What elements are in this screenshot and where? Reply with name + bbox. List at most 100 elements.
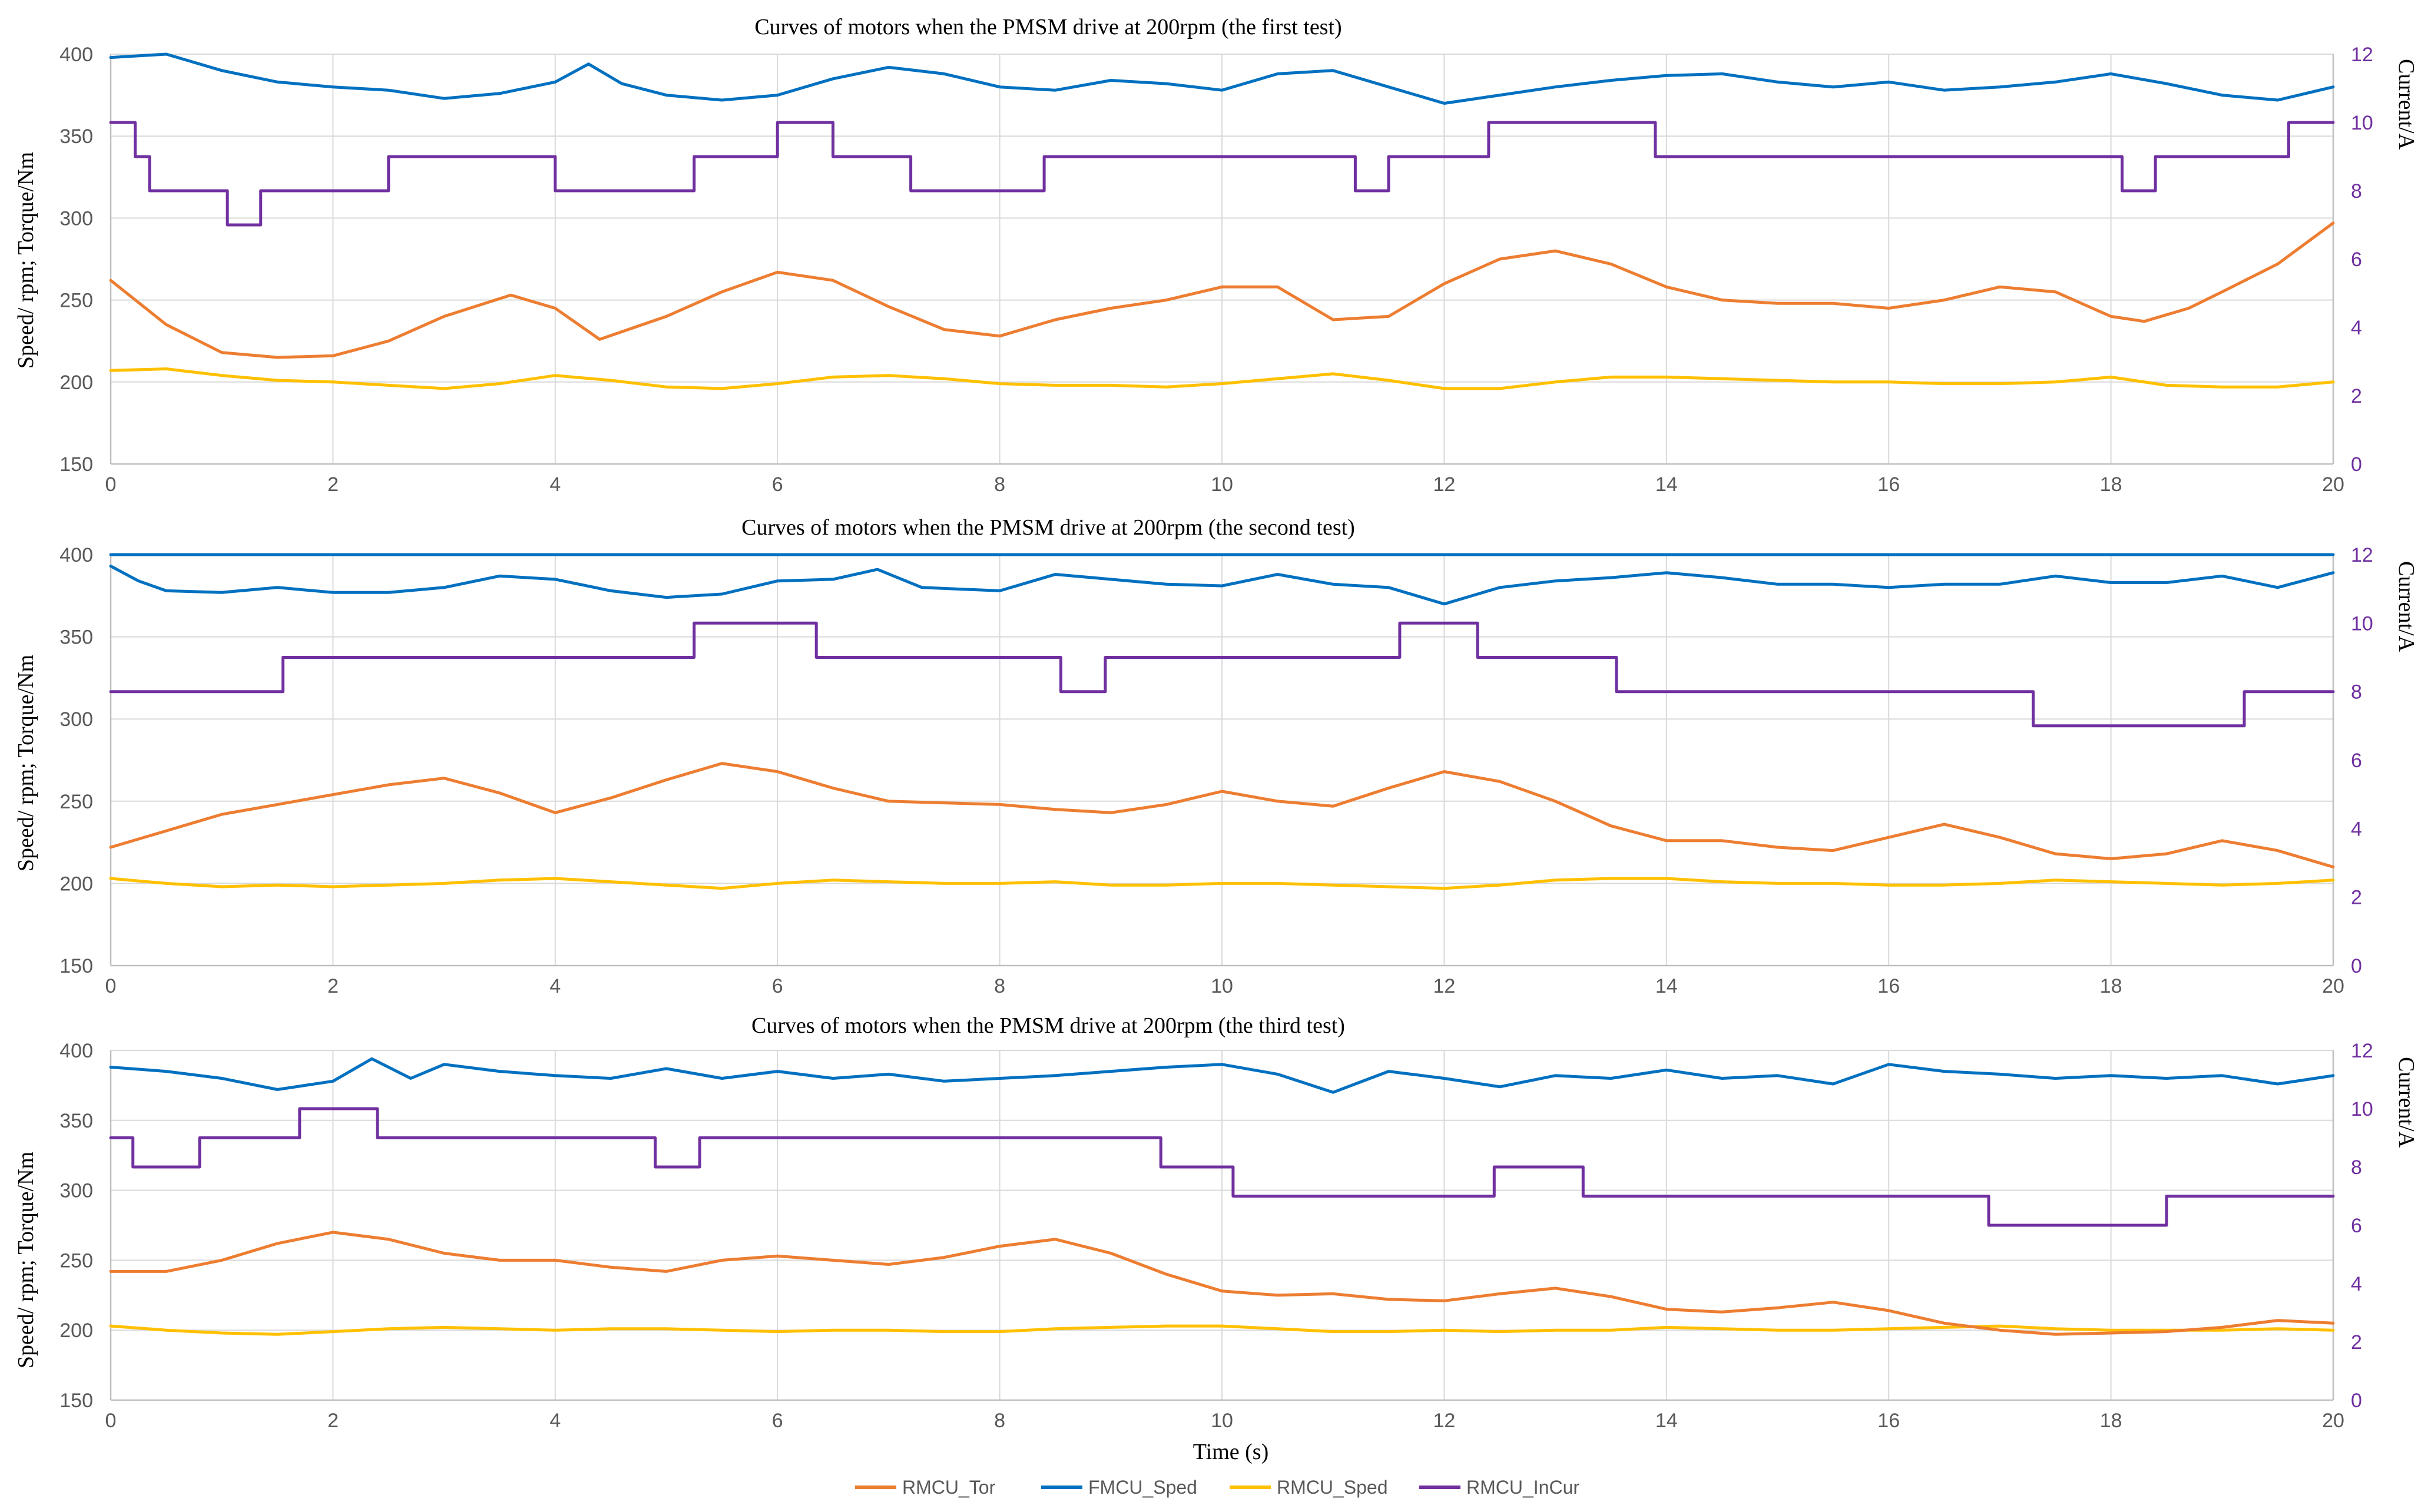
x-tick-label: 16 <box>1877 975 1900 997</box>
y-tick-label: 300 <box>59 1180 93 1202</box>
series-lines <box>109 553 2335 890</box>
y2-tick-label: 8 <box>2351 681 2362 704</box>
y-tick-label: 400 <box>59 1040 93 1062</box>
y-tick-label: 350 <box>59 125 93 148</box>
y-tick-labels: 150 200 250 300 350 400 <box>59 44 93 476</box>
y-tick-label: 400 <box>59 544 93 566</box>
x-tick-label: 2 <box>327 473 339 496</box>
x-tick-label: 20 <box>2322 1410 2344 1432</box>
y-tick-label: 150 <box>59 955 93 977</box>
y-axis-label: Speed/ rpm; Torque/Nm <box>14 152 38 369</box>
y2-tick-label: 12 <box>2351 544 2373 566</box>
y2-tick-label: 0 <box>2351 1390 2362 1412</box>
legend-label-rmcu-sped: RMCU_Sped <box>1277 1477 1388 1498</box>
legend-label-rmcu-tor: RMCU_Tor <box>902 1477 996 1498</box>
x-tick-label: 18 <box>2100 473 2122 496</box>
y-tick-label: 150 <box>59 453 93 476</box>
x-tick-label: 4 <box>549 1410 561 1432</box>
x-tick-label: 20 <box>2322 473 2344 496</box>
series-line-rmcu-sped <box>109 367 2335 390</box>
y-axis-label: Speed/ rpm; Torque/Nm <box>14 655 38 871</box>
x-tick-label: 10 <box>1211 1410 1233 1432</box>
x-tick-label: 0 <box>105 975 117 997</box>
panel-third-test: Curves of motors when the PMSM drive at … <box>14 1013 2418 1464</box>
x-tick-label: 2 <box>327 975 339 997</box>
y2-tick-label: 10 <box>2351 1098 2373 1120</box>
x-tick-label: 12 <box>1433 975 1455 997</box>
panel-title: Curves of motors when the PMSM drive at … <box>741 515 1355 540</box>
y2-axis-label: Current/A <box>2394 59 2418 150</box>
series-line-rmcu-incur <box>109 121 2335 227</box>
axes <box>110 555 2334 967</box>
x-tick-label: 14 <box>1655 975 1678 997</box>
x-tick-label: 6 <box>772 473 783 496</box>
y2-tick-label: 2 <box>2351 385 2362 407</box>
legend-item-rmcu-sped: RMCU_Sped <box>1230 1477 1388 1498</box>
axes <box>110 1050 2334 1401</box>
panel-second-test: Curves of motors when the PMSM drive at … <box>14 515 2418 997</box>
x-tick-label: 12 <box>1433 1410 1455 1432</box>
y2-tick-labels: 0 2 4 6 8 10 12 <box>2351 44 2373 476</box>
x-tick-label: 16 <box>1877 1410 1900 1432</box>
y-tick-label: 250 <box>59 290 93 312</box>
panel-title: Curves of motors when the PMSM drive at … <box>751 1013 1345 1038</box>
y-axis-label: Speed/ rpm; Torque/Nm <box>14 1152 38 1368</box>
legend-label-rmcu-incur: RMCU_InCur <box>1466 1477 1579 1498</box>
x-tick-label: 8 <box>994 1410 1005 1432</box>
series-line-fmcu-sped <box>109 1057 2335 1094</box>
legend-item-fmcu-sped: FMCU_Sped <box>1041 1477 1197 1498</box>
series-line-rmcu-tor <box>109 221 2335 359</box>
x-tick-label: 6 <box>772 1410 783 1432</box>
y2-tick-label: 2 <box>2351 1331 2362 1354</box>
y-tick-label: 200 <box>59 1319 93 1342</box>
y2-tick-label: 12 <box>2351 1040 2373 1062</box>
series-line-rmcu-tor <box>109 1231 2335 1336</box>
y2-tick-labels: 0 2 4 6 8 10 12 <box>2351 544 2373 977</box>
x-tick-label: 18 <box>2100 975 2122 997</box>
y2-tick-label: 6 <box>2351 1215 2362 1237</box>
series-lines <box>109 1057 2335 1336</box>
legend: RMCU_Tor FMCU_Sped RMCU_Sped RMCU_InCur <box>855 1477 1579 1498</box>
y-tick-label: 400 <box>59 44 93 66</box>
y2-tick-label: 10 <box>2351 112 2373 134</box>
y2-tick-label: 2 <box>2351 887 2362 909</box>
series-line-fmcu-sped <box>109 565 2335 606</box>
x-tick-label: 14 <box>1655 1410 1678 1432</box>
y2-tick-label: 12 <box>2351 44 2373 66</box>
x-tick-label: 12 <box>1433 473 1455 496</box>
x-tick-label: 10 <box>1211 473 1233 496</box>
x-tick-labels: 0 2 4 6 8 10 12 14 16 18 20 <box>105 473 2344 496</box>
series-line-rmcu-sped <box>109 877 2335 890</box>
y-tick-label: 350 <box>59 626 93 649</box>
y2-tick-label: 0 <box>2351 453 2362 476</box>
x-tick-label: 4 <box>549 975 561 997</box>
x-tick-label: 10 <box>1211 975 1233 997</box>
x-tick-label: 18 <box>2100 1410 2122 1432</box>
series-line-rmcu-incur <box>109 1107 2335 1227</box>
x-axis-label: Time (s) <box>1193 1440 1268 1464</box>
series-line-rmcu-tor <box>109 762 2335 868</box>
x-tick-label: 0 <box>105 1410 117 1432</box>
x-tick-label: 20 <box>2322 975 2344 997</box>
y2-tick-label: 4 <box>2351 818 2362 840</box>
y-tick-label: 350 <box>59 1110 93 1132</box>
y2-tick-label: 6 <box>2351 248 2362 271</box>
legend-item-rmcu-tor: RMCU_Tor <box>855 1477 996 1498</box>
x-tick-labels: 0 2 4 6 8 10 12 14 16 18 20 <box>105 1410 2344 1432</box>
panel-title: Curves of motors when the PMSM drive at … <box>754 15 1342 39</box>
legend-label-fmcu-sped: FMCU_Sped <box>1088 1477 1197 1498</box>
y2-tick-label: 4 <box>2351 1273 2362 1295</box>
y2-axis-label: Current/A <box>2394 561 2418 652</box>
y-tick-label: 250 <box>59 1249 93 1272</box>
x-tick-label: 0 <box>105 473 117 496</box>
y2-tick-labels: 0 2 4 6 8 10 12 <box>2351 1040 2373 1412</box>
legend-item-rmcu-incur: RMCU_InCur <box>1419 1477 1579 1498</box>
y-tick-label: 150 <box>59 1390 93 1412</box>
y-tick-label: 300 <box>59 708 93 731</box>
x-tick-label: 16 <box>1877 473 1900 496</box>
x-tick-label: 6 <box>772 975 783 997</box>
series-line-fmcu-sped <box>109 52 2335 105</box>
y2-tick-label: 0 <box>2351 955 2362 977</box>
